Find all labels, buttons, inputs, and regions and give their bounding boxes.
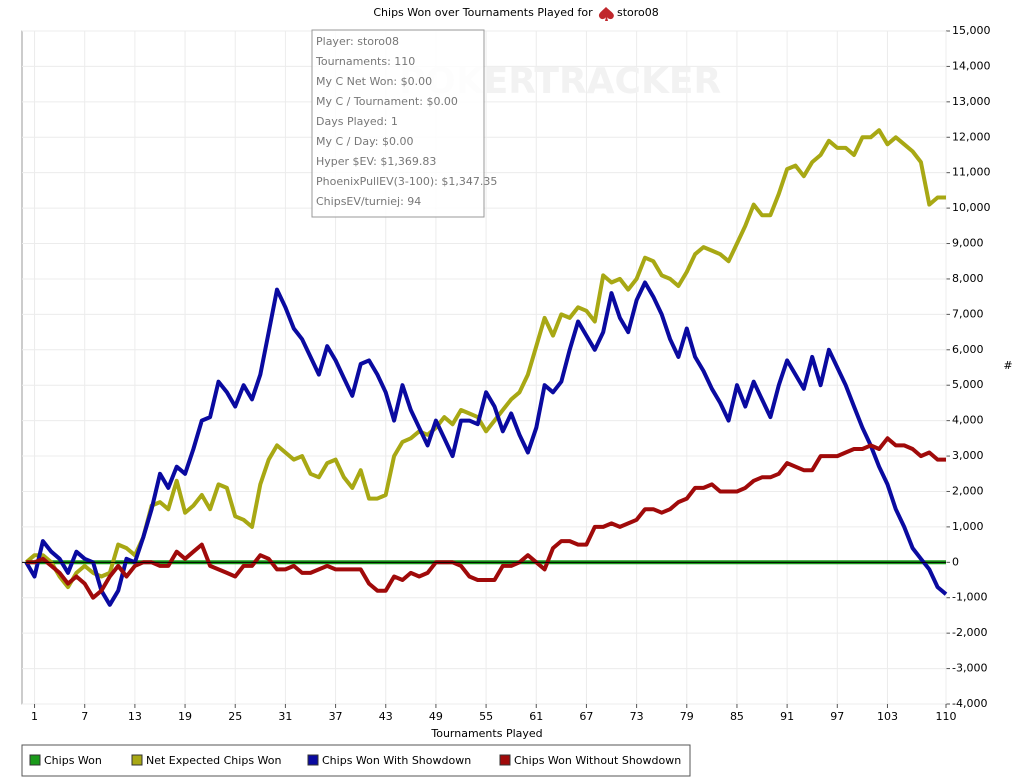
x-tick-label: 79	[680, 710, 694, 723]
tooltip-line: PhoenixPullEV(3-100): $1,347.35	[316, 175, 497, 188]
x-tick-label: 73	[630, 710, 644, 723]
tooltip-line: My C / Day: $0.00	[316, 135, 414, 148]
y-tick-label: -1,000	[952, 591, 987, 604]
x-tick-label: 13	[128, 710, 142, 723]
y-tick-label: 15,000	[952, 24, 991, 37]
series-line	[24, 128, 946, 590]
y-tick-label: 12,000	[952, 130, 991, 143]
legend-swatch	[131, 754, 143, 766]
tooltip-box	[311, 29, 485, 218]
x-tick-label: 7	[81, 710, 88, 723]
y-tick-label: 0	[952, 555, 959, 568]
y-tick-label: -2,000	[952, 626, 987, 639]
x-tick-label: 91	[780, 710, 794, 723]
legend-label: Chips Won	[44, 754, 102, 767]
y-axis-label: #	[1003, 359, 1012, 372]
legend-swatch	[307, 754, 319, 766]
x-tick-label: 61	[529, 710, 543, 723]
y-tick-label: 5,000	[952, 378, 984, 391]
y-tick-label: 14,000	[952, 59, 991, 72]
y-tick-label: -3,000	[952, 662, 987, 675]
legend-label: Chips Won Without Showdown	[514, 754, 681, 767]
x-tick-label: 85	[730, 710, 744, 723]
x-tick-label: 31	[278, 710, 292, 723]
x-tick-label: 97	[830, 710, 844, 723]
y-tick-label: 3,000	[952, 449, 984, 462]
tooltip-line: Days Played: 1	[316, 115, 398, 128]
y-tick-label: 9,000	[952, 237, 984, 250]
legend-label: Chips Won With Showdown	[322, 754, 471, 767]
y-tick-label: 13,000	[952, 95, 991, 108]
series-line	[26, 436, 946, 600]
x-tick-label: 67	[579, 710, 593, 723]
y-tick-label: 7,000	[952, 307, 984, 320]
legend-swatch	[29, 754, 41, 766]
x-tick-label: 110	[936, 710, 957, 723]
tooltip-line: Tournaments: 110	[315, 55, 415, 68]
tooltip-line: Hyper $EV: $1,369.83	[316, 155, 436, 168]
chart-title: Chips Won over Tournaments Played for	[373, 6, 593, 19]
y-tick-label: 1,000	[952, 520, 984, 533]
x-tick-label: 43	[379, 710, 393, 723]
legend-swatch	[499, 754, 511, 766]
x-tick-label: 25	[228, 710, 242, 723]
lines	[22, 128, 948, 607]
y-tick-label: 10,000	[952, 201, 991, 214]
y-tick-label: 6,000	[952, 343, 984, 356]
tooltip-line: Player: storo08	[316, 35, 399, 48]
y-tick-label: 2,000	[952, 484, 984, 497]
x-tick-label: 103	[877, 710, 898, 723]
tooltip-line: My C / Tournament: $0.00	[316, 95, 458, 108]
x-tick-label: 49	[429, 710, 443, 723]
x-tick-label: 19	[178, 710, 192, 723]
legend-items: Chips Won Net Expected Chips Won Chips Won…	[29, 754, 681, 767]
player-name: storo08	[617, 6, 659, 19]
x-axis-label: Tournaments Played	[430, 727, 542, 740]
y-tick-label: 11,000	[952, 166, 991, 179]
x-tick-label: 37	[329, 710, 343, 723]
tooltip-line: ChipsEV/turniej: 94	[316, 195, 421, 208]
y-tick-label: 4,000	[952, 414, 984, 427]
spade-icon	[598, 7, 614, 21]
legend-label: Net Expected Chips Won	[146, 754, 282, 767]
x-tick-label: 55	[479, 710, 493, 723]
tooltip: Player: storo08 Tournaments: 110 My C Net …	[311, 29, 497, 218]
y-tick-label: -4,000	[952, 697, 987, 710]
x-tick-label: 1	[31, 710, 38, 723]
y-tick-label: 8,000	[952, 272, 984, 285]
series-line	[24, 280, 948, 607]
tooltip-line: My C Net Won: $0.00	[316, 75, 432, 88]
